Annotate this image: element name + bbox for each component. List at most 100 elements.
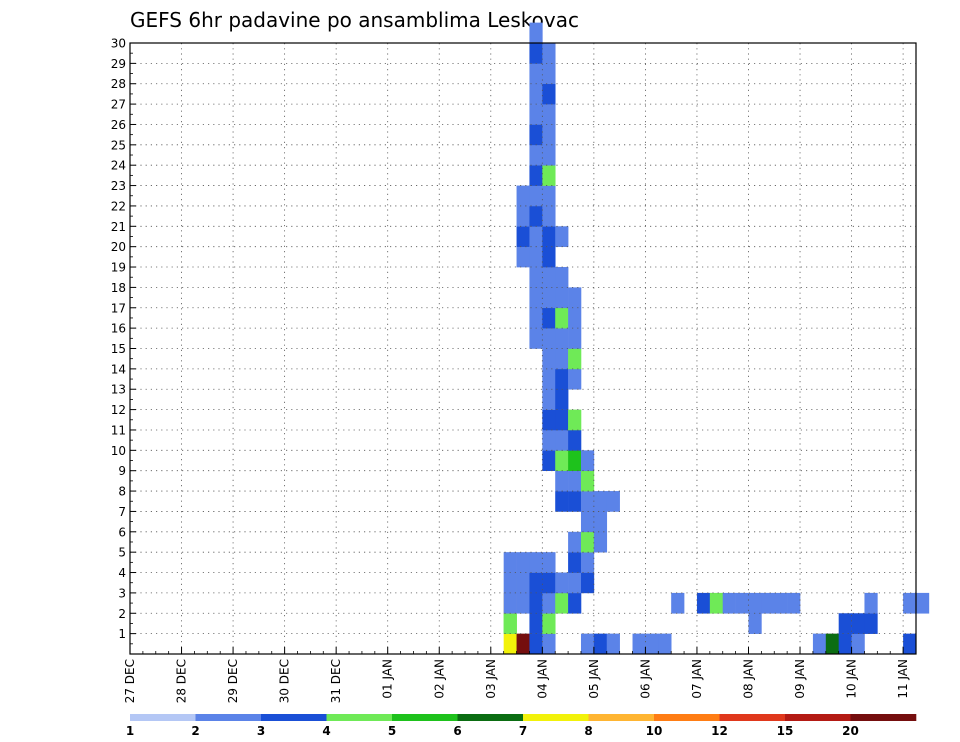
heatmap-cell	[838, 613, 852, 634]
y-tick-label: 25	[111, 138, 126, 152]
heatmap-cell	[838, 633, 852, 655]
heatmap-cell	[542, 104, 556, 125]
y-tick-label: 11	[111, 423, 126, 437]
colorbar-tick-label: 1	[126, 724, 134, 738]
heatmap-cell	[529, 267, 543, 288]
heatmap-cell	[568, 552, 582, 573]
colorbar-tick-label: 10	[646, 724, 663, 738]
heatmap-cell	[529, 613, 543, 634]
heatmap-cell	[864, 592, 878, 614]
heatmap-cell	[696, 592, 711, 614]
heatmap-cell	[503, 552, 517, 573]
heatmap-cell	[645, 633, 659, 655]
heatmap-cell	[542, 307, 556, 329]
heatmap-cell	[555, 429, 569, 451]
y-tick-label: 26	[111, 118, 126, 132]
heatmap-cell	[555, 368, 569, 390]
heatmap-cell	[542, 348, 556, 370]
heatmap-cell	[542, 633, 556, 655]
heatmap-cell	[580, 450, 595, 471]
y-tick-label: 28	[111, 77, 126, 91]
heatmap-cell	[568, 307, 582, 329]
heatmap-cell	[542, 389, 556, 410]
heatmap-cell	[516, 633, 530, 655]
heatmap-cell	[593, 531, 608, 553]
colorbar-tick-label: 7	[519, 724, 527, 738]
heatmap-cell	[542, 124, 556, 146]
y-tick-label: 5	[118, 546, 126, 560]
heatmap-cell	[529, 83, 543, 105]
heatmap-cell	[542, 63, 556, 85]
heatmap-cell	[529, 246, 543, 268]
colorbar-tick-label: 4	[322, 724, 330, 738]
heatmap-cell	[529, 307, 543, 329]
x-tick-label: 04 JAN	[535, 659, 549, 699]
heatmap-cell	[568, 470, 582, 492]
heatmap-cell	[503, 572, 517, 594]
heatmap-cell	[580, 470, 595, 492]
heatmap-cell	[864, 613, 878, 634]
heatmap-cell	[568, 491, 582, 512]
heatmap-cell	[709, 592, 724, 614]
heatmap-cell	[529, 592, 543, 614]
heatmap-cell	[555, 389, 569, 410]
heatmap-cell	[542, 226, 556, 247]
colorbar-swatch	[719, 714, 786, 721]
colorbar-swatch	[392, 714, 458, 721]
x-tick-label: 27 DEC	[123, 659, 137, 703]
heatmap-cell	[632, 633, 646, 655]
colorbar-tick-label: 15	[777, 724, 794, 738]
heatmap-cell	[761, 592, 775, 614]
heatmap-cell	[542, 246, 556, 268]
heatmap-cell	[568, 368, 582, 390]
heatmap-cell	[555, 267, 569, 288]
heatmap-cell	[503, 613, 517, 634]
heatmap-cell	[593, 633, 608, 655]
y-tick-label: 16	[111, 322, 126, 336]
y-tick-label: 4	[118, 566, 126, 580]
chart-title: GEFS 6hr padavine po ansamblima Leskovac	[130, 8, 579, 32]
x-tick-label: 28 DEC	[175, 659, 189, 703]
colorbar-swatch	[523, 714, 589, 721]
x-tick-label: 30 DEC	[278, 659, 292, 703]
y-tick-label: 8	[118, 485, 126, 499]
y-tick-label: 3	[118, 586, 126, 600]
heatmap-cell	[580, 491, 595, 512]
x-tick-label: 03 JAN	[484, 659, 498, 699]
y-tick-label: 30	[111, 37, 126, 51]
heatmap-cell	[555, 226, 569, 247]
heatmap-cell	[555, 470, 569, 492]
colorbar-swatch	[326, 714, 393, 721]
heatmap-cell	[568, 429, 582, 451]
heatmap-cell	[529, 205, 543, 227]
heatmap-cell	[516, 226, 530, 247]
colorbar: 1 2 3 4 5 6 7 8 10 12 15 20	[126, 714, 917, 738]
heatmap-cell	[503, 592, 517, 614]
heatmap-cell	[542, 287, 556, 309]
colorbar-swatch	[654, 714, 720, 721]
heatmap-cell	[542, 572, 556, 594]
heatmap-cell	[580, 572, 595, 594]
heatmap-cell	[529, 165, 543, 186]
x-tick-label: 10 JAN	[845, 659, 859, 699]
colorbar-tick-label: 3	[257, 724, 265, 738]
heatmap-cell	[516, 185, 530, 207]
heatmap-cell	[555, 307, 569, 329]
heatmap-cell	[812, 633, 827, 655]
grid-lines	[129, 42, 916, 654]
heatmap-cell	[542, 328, 556, 349]
heatmap-cell	[825, 633, 839, 655]
heatmap-cell	[748, 592, 762, 614]
y-tick-label: 17	[111, 301, 126, 315]
colorbar-swatch	[261, 714, 327, 721]
heatmap-cell	[529, 226, 543, 247]
x-tick-label: 31 DEC	[329, 659, 343, 703]
heatmap-cell	[542, 450, 556, 471]
heatmap-cell	[568, 328, 582, 349]
y-tick-label: 21	[111, 220, 126, 234]
colorbar-tick-label: 6	[453, 724, 461, 738]
heatmap-cell	[542, 592, 556, 614]
heatmap-cell	[580, 552, 595, 573]
heatmap-cell	[542, 144, 556, 166]
